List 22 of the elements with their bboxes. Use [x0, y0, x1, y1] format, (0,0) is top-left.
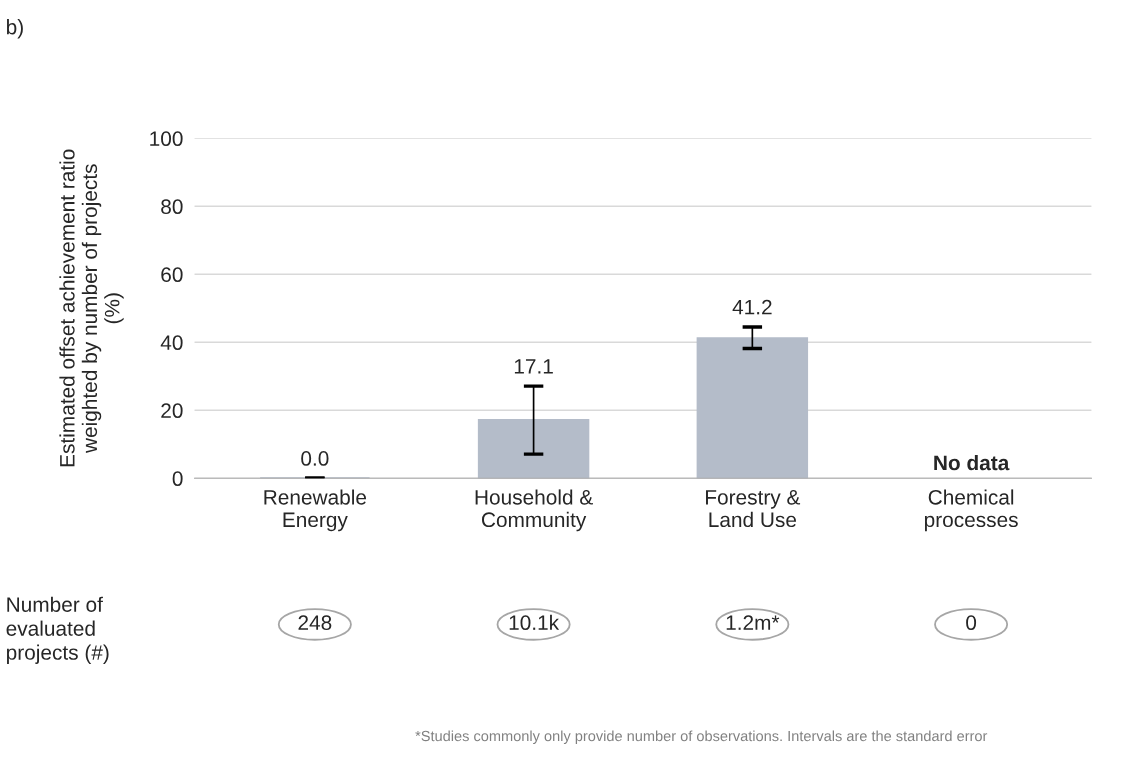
y-tick-label: 40 [160, 335, 183, 351]
text: 248 [298, 615, 332, 631]
y-axis-title: Estimated offset achievement ratio weighted by number of projects (%) [59, 149, 124, 467]
y-tick-label: 0 [172, 471, 183, 487]
x-tick-label: Forestry & Land Use [706, 490, 801, 528]
text: 10.1k [509, 614, 560, 631]
data-label: 0.0 [301, 451, 329, 466]
y-tick-label: 80 [161, 199, 183, 215]
y-tick-label: 60 [161, 267, 183, 283]
x-tick-label: Household & Community [475, 489, 593, 532]
x-tick-label: Renewable Energy [264, 489, 367, 532]
y-tick-label: 100 [150, 131, 183, 147]
text: *Studies commonly only provide number of observations. Intervals are the standard error [415, 730, 988, 745]
x-tick-label: Chemical processes [924, 489, 1018, 532]
text: 1.2m* [726, 615, 780, 630]
y-tick-label: 20 [161, 403, 183, 419]
data-label: 41.2 [732, 299, 772, 315]
annotation: No data [934, 454, 1010, 471]
data-label: 17.1 [514, 359, 553, 374]
text: 0 [966, 615, 977, 631]
text: Number of evaluated projects (#) [6, 596, 109, 664]
text: b) [7, 19, 23, 39]
